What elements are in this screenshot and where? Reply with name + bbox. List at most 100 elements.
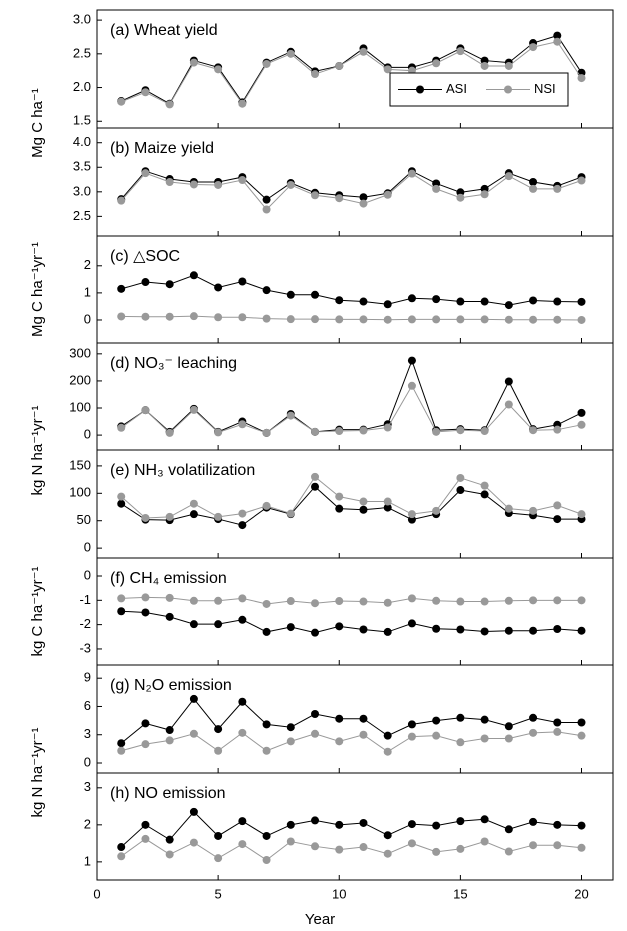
data-point bbox=[359, 597, 368, 606]
data-point bbox=[214, 596, 223, 605]
data-point bbox=[117, 607, 126, 616]
data-point bbox=[141, 719, 150, 728]
data-point bbox=[165, 100, 174, 109]
data-point bbox=[359, 297, 368, 306]
data-point bbox=[359, 505, 368, 514]
data-point bbox=[189, 807, 198, 816]
data-point bbox=[286, 290, 295, 299]
data-point bbox=[262, 720, 271, 729]
data-point bbox=[311, 628, 320, 637]
data-point bbox=[480, 427, 489, 436]
data-point bbox=[553, 31, 562, 40]
data-point bbox=[214, 313, 223, 322]
data-point bbox=[456, 713, 465, 722]
data-point bbox=[504, 172, 513, 181]
x-tick-label: 15 bbox=[453, 886, 467, 901]
y-tick-label: 300 bbox=[69, 345, 91, 360]
data-point bbox=[165, 726, 174, 735]
data-point bbox=[480, 481, 489, 490]
y-tick-label: 3.0 bbox=[73, 183, 91, 198]
data-point bbox=[335, 504, 344, 513]
data-point bbox=[383, 627, 392, 636]
y-tick-label: -3 bbox=[79, 640, 91, 655]
data-point bbox=[262, 501, 271, 510]
data-point bbox=[335, 492, 344, 501]
data-point bbox=[311, 70, 320, 79]
data-point bbox=[286, 597, 295, 606]
data-point bbox=[141, 513, 150, 522]
data-point bbox=[335, 61, 344, 70]
data-point bbox=[286, 315, 295, 324]
data-point bbox=[553, 841, 562, 850]
data-point bbox=[189, 510, 198, 519]
data-point bbox=[456, 844, 465, 853]
data-point bbox=[504, 504, 513, 513]
data-point bbox=[456, 625, 465, 634]
series-line bbox=[120, 838, 582, 861]
data-point bbox=[335, 845, 344, 854]
data-point bbox=[238, 509, 247, 518]
data-point bbox=[286, 723, 295, 732]
data-point bbox=[480, 734, 489, 743]
data-point bbox=[577, 74, 586, 83]
data-point bbox=[432, 821, 441, 830]
data-point bbox=[553, 718, 562, 727]
data-point bbox=[238, 420, 247, 429]
data-point bbox=[529, 178, 538, 186]
data-point bbox=[383, 831, 392, 840]
y-tick-label: 3 bbox=[84, 779, 91, 794]
data-point bbox=[117, 97, 126, 106]
data-point bbox=[238, 521, 247, 530]
data-point bbox=[141, 312, 150, 321]
data-point bbox=[359, 843, 368, 852]
data-point bbox=[238, 840, 247, 849]
y-tick-label: -1 bbox=[79, 592, 91, 607]
data-point bbox=[335, 622, 344, 631]
data-point bbox=[383, 747, 392, 756]
data-point bbox=[117, 746, 126, 755]
data-point bbox=[383, 598, 392, 607]
data-point bbox=[577, 843, 586, 852]
data-point bbox=[577, 420, 586, 429]
data-point bbox=[311, 599, 320, 608]
data-point bbox=[456, 297, 465, 306]
data-point bbox=[577, 297, 586, 306]
data-point bbox=[311, 729, 320, 738]
x-tick-label: 10 bbox=[332, 886, 346, 901]
data-point bbox=[456, 426, 465, 435]
data-point bbox=[165, 612, 174, 621]
series-line bbox=[121, 35, 582, 105]
data-point bbox=[189, 312, 198, 321]
y-tick-label: 4.0 bbox=[73, 134, 91, 149]
data-point bbox=[238, 697, 247, 706]
data-point bbox=[262, 286, 271, 295]
data-point bbox=[359, 426, 368, 435]
data-point bbox=[383, 497, 392, 506]
series-line bbox=[120, 811, 582, 848]
data-point bbox=[432, 295, 441, 304]
data-point bbox=[311, 816, 320, 825]
data-point bbox=[214, 512, 223, 521]
y-axis-label: Mg C ha⁻¹yr⁻¹ bbox=[29, 242, 46, 337]
data-point bbox=[529, 841, 538, 850]
data-point bbox=[529, 426, 538, 435]
data-point bbox=[480, 715, 489, 724]
data-point bbox=[141, 608, 150, 617]
data-point bbox=[553, 37, 562, 46]
data-point bbox=[480, 190, 489, 199]
series-line bbox=[120, 172, 582, 211]
y-tick-label: 2.5 bbox=[73, 45, 91, 60]
data-point bbox=[432, 427, 441, 436]
data-point bbox=[165, 280, 174, 289]
data-point bbox=[359, 818, 368, 827]
data-point bbox=[407, 732, 416, 741]
data-point bbox=[407, 169, 416, 178]
data-point bbox=[480, 815, 489, 824]
data-point bbox=[311, 427, 320, 436]
data-point bbox=[214, 746, 223, 755]
series-line bbox=[121, 274, 582, 306]
data-point bbox=[214, 831, 223, 840]
y-tick-label: 0 bbox=[84, 427, 91, 442]
data-point bbox=[189, 271, 198, 280]
